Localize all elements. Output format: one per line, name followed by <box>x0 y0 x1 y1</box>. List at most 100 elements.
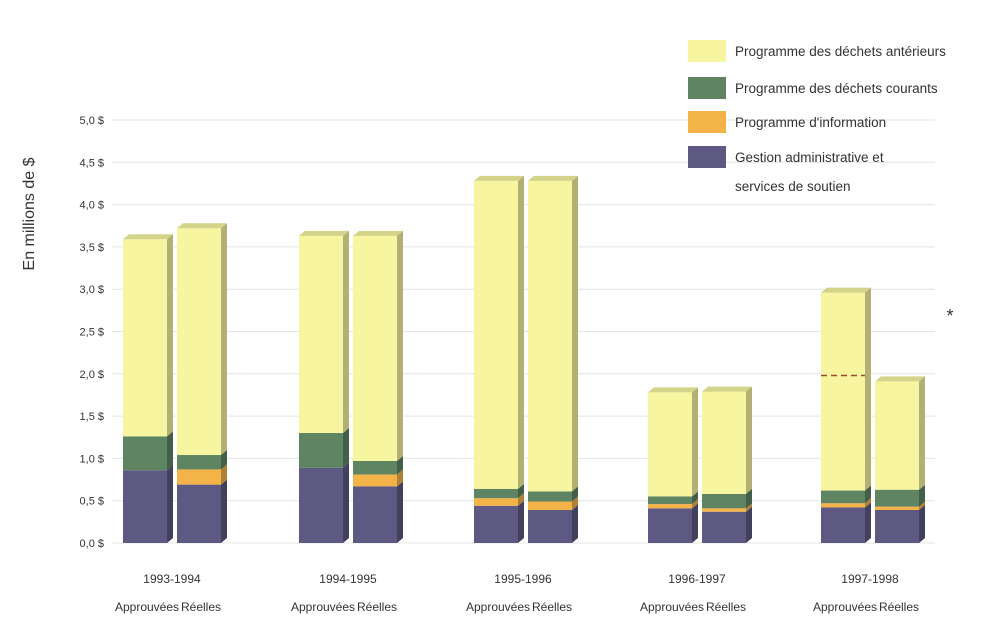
legend-item-gestion-administrative-et-services-de-soutien: Gestion administrative et services de sou… <box>688 146 884 194</box>
legend-label-line: Gestion administrative et <box>735 150 884 165</box>
bar-segment-gestion-administrative-et-services-de-soutien-side <box>397 481 403 543</box>
y-axis: 0,0 $ 0,5 $ 1,0 $ 1,5 $ 2,0 $ 2,5 $ 3,0 $ 3,5 $… <box>80 115 104 550</box>
bar-segment-programme-des-dechets-anterieurs-side <box>692 387 698 497</box>
bar-segment-programme-des-dechets-courants <box>299 433 343 468</box>
bar-segment-programme-des-dechets-courants <box>875 489 919 507</box>
y-tick-label: 1,0 $ <box>80 453 104 465</box>
y-tick-label: 5,0 $ <box>80 115 104 127</box>
bar-segment-programme-des-dechets-courants <box>474 488 518 499</box>
bar-segment-programme-des-dechets-courants-side <box>397 455 403 475</box>
bar-sub-label: Réelles <box>357 600 397 614</box>
bar-segment-programme-des-dechets-courants-side <box>692 491 698 505</box>
bar-segment-programme-des-dechets-courants <box>821 490 865 504</box>
bar-top-face <box>177 223 227 229</box>
legend-label: Programme des déchets antérieurs <box>735 44 946 59</box>
bar-segment-programme-des-dechets-anterieurs-side <box>343 230 349 434</box>
legend-item-programme-d-information: Programme d'information <box>688 111 886 133</box>
bar-segment-gestion-administrative-et-services-de-soutien <box>474 505 518 543</box>
bar-segment-programme-d-information <box>821 503 865 508</box>
bar-segment-programme-des-dechets-courants-side <box>865 485 871 504</box>
bar-sub-label: Approuvées <box>291 600 355 614</box>
bar-segment-gestion-administrative-et-services-de-soutien <box>123 470 167 543</box>
bar-segment-gestion-administrative-et-services-de-soutien-side <box>919 505 925 543</box>
category-label: 1996-1997 <box>668 572 726 586</box>
bar-segment-programme-des-dechets-anterieurs-side <box>397 230 403 461</box>
bar-segment-programme-des-dechets-courants-side <box>343 428 349 468</box>
bar-segment-programme-des-dechets-anterieurs-side <box>572 175 578 492</box>
bar-segment-programme-des-dechets-anterieurs <box>177 228 221 456</box>
stacked-bar-1996-1997-approuvees <box>648 387 698 543</box>
y-tick-label: 3,5 $ <box>80 242 104 254</box>
bar-segment-gestion-administrative-et-services-de-soutien-side <box>343 462 349 543</box>
bar-segment-programme-des-dechets-courants-side <box>572 486 578 502</box>
bar-segment-programme-des-dechets-anterieurs-side <box>221 223 227 456</box>
y-tick-label: 2,5 $ <box>80 327 104 339</box>
bar-sub-label: Approuvées <box>115 600 179 614</box>
bar-segment-gestion-administrative-et-services-de-soutien <box>353 486 397 543</box>
bar-segment-programme-des-dechets-anterieurs <box>702 391 746 494</box>
stacked-bar-1994-1995-reelles <box>353 230 403 543</box>
bar-top-face <box>648 387 698 393</box>
bar-segment-gestion-administrative-et-services-de-soutien-side <box>167 465 173 543</box>
bars <box>123 175 925 543</box>
bar-segment-gestion-administrative-et-services-de-soutien <box>177 484 221 543</box>
y-tick-label: 4,5 $ <box>80 157 104 169</box>
category-label: 1994-1995 <box>319 572 377 586</box>
bar-segment-gestion-administrative-et-services-de-soutien <box>702 511 746 543</box>
bar-segment-programme-des-dechets-courants <box>177 455 221 470</box>
bar-segment-programme-d-information-side <box>865 498 871 508</box>
y-tick-label: 1,5 $ <box>80 411 104 423</box>
bar-segment-gestion-administrative-et-services-de-soutien <box>648 508 692 543</box>
bar-segment-programme-des-dechets-anterieurs-side <box>919 376 925 490</box>
y-tick-label: 0,5 $ <box>80 496 104 508</box>
y-tick-label: 0,0 $ <box>80 538 104 550</box>
bar-segment-gestion-administrative-et-services-de-soutien <box>299 467 343 543</box>
stacked-bar-1995-1996-approuvees <box>474 175 524 543</box>
bar-segment-programme-des-dechets-courants <box>353 460 397 475</box>
stacked-bar-1997-1998-reelles <box>875 376 925 543</box>
bar-segment-programme-des-dechets-courants <box>648 496 692 505</box>
stacked-bar-1993-1994-reelles <box>177 223 227 543</box>
y-tick-label: 2,0 $ <box>80 369 104 381</box>
bar-segment-programme-d-information <box>474 498 518 506</box>
bar-top-face <box>875 376 925 382</box>
bar-top-face <box>474 175 524 181</box>
bar-segment-programme-d-information-side <box>397 469 403 487</box>
bar-segment-programme-d-information <box>648 504 692 509</box>
bar-segment-programme-des-dechets-courants <box>702 493 746 509</box>
bar-sub-label: Réelles <box>181 600 221 614</box>
bar-top-face <box>353 230 403 236</box>
legend-item-programme-des-dechets-anterieurs: Programme des déchets antérieurs <box>688 40 946 62</box>
bar-segment-programme-des-dechets-anterieurs <box>528 180 572 492</box>
bar-segment-programme-d-information <box>528 501 572 511</box>
legend-label: Programme des déchets courants <box>735 81 938 96</box>
bar-segment-programme-des-dechets-anterieurs-side <box>746 386 752 494</box>
bar-segment-programme-des-dechets-anterieurs <box>821 292 865 491</box>
bar-segment-programme-des-dechets-courants-side <box>167 431 173 471</box>
y-tick-label: 4,0 $ <box>80 200 104 212</box>
bar-segment-programme-d-information <box>875 506 919 511</box>
category-label: 1993-1994 <box>143 572 201 586</box>
bar-segment-gestion-administrative-et-services-de-soutien-side <box>692 503 698 543</box>
legend-label-line: services de soutien <box>735 179 851 194</box>
bar-sub-label: Approuvées <box>813 600 877 614</box>
bar-sub-label: Réelles <box>706 600 746 614</box>
bar-segment-programme-des-dechets-courants-side <box>919 484 925 507</box>
bar-segment-gestion-administrative-et-services-de-soutien <box>875 510 919 543</box>
annotation-asterisk: * <box>946 306 953 326</box>
bar-top-face <box>123 234 173 240</box>
bar-segment-gestion-administrative-et-services-de-soutien <box>528 510 572 543</box>
bar-segment-programme-d-information-side <box>746 503 752 512</box>
legend-swatch <box>688 40 726 62</box>
bar-segment-programme-des-dechets-anterieurs <box>875 381 919 490</box>
bar-segment-programme-des-dechets-courants-side <box>518 483 524 499</box>
category-label: 1997-1998 <box>841 572 899 586</box>
bar-sub-label: Réelles <box>532 600 572 614</box>
bar-segment-programme-des-dechets-courants <box>528 491 572 502</box>
bar-segment-programme-des-dechets-anterieurs <box>648 392 692 497</box>
bar-segment-programme-d-information <box>177 469 221 485</box>
bar-segment-gestion-administrative-et-services-de-soutien-side <box>572 505 578 543</box>
